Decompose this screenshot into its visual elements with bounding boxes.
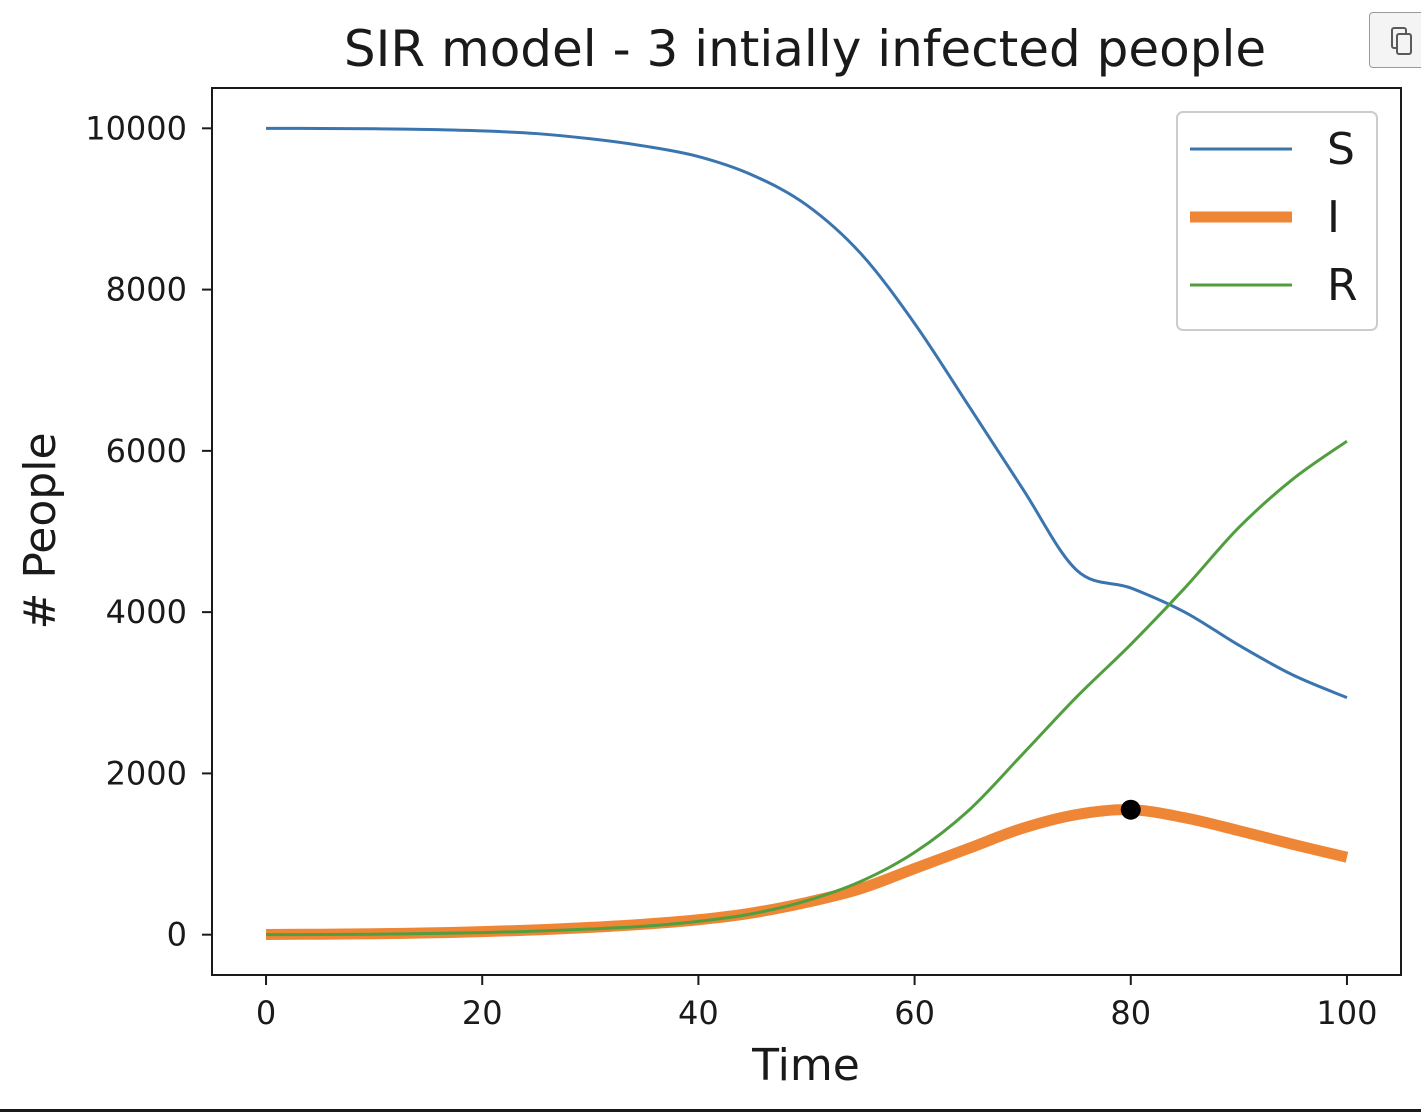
series-line-s [266, 126, 1348, 699]
y-axis: 0 2000 4000 6000 8000 10000 [85, 109, 212, 954]
y-axis-label: # People [15, 432, 66, 629]
copy-button[interactable] [1369, 12, 1421, 68]
x-tick-label: 60 [894, 994, 935, 1032]
y-tick-label: 10000 [85, 109, 187, 147]
legend-label-r: R [1327, 260, 1358, 311]
x-tick-label: 100 [1316, 994, 1377, 1032]
x-tick-label: 0 [256, 994, 276, 1032]
y-tick-label: 8000 [106, 271, 187, 309]
marker-layer [1120, 799, 1141, 820]
x-tick-label: 80 [1110, 994, 1151, 1032]
x-axis: 0 20 40 60 80 100 [256, 975, 1377, 1032]
copy-icon [1391, 27, 1412, 55]
peak-marker [1120, 799, 1141, 820]
series-layer [266, 126, 1349, 940]
legend-label-i: I [1327, 192, 1340, 243]
y-tick-label: 4000 [106, 593, 187, 631]
y-tick-label: 6000 [106, 432, 187, 470]
legend-entries: SIR [1190, 124, 1358, 311]
y-tick-label: 2000 [106, 754, 187, 792]
y-tick-label: 0 [167, 916, 187, 954]
chart-title: SIR model - 3 intially infected people [344, 20, 1266, 78]
x-tick-label: 20 [462, 994, 503, 1032]
legend: SIR [1176, 111, 1378, 331]
series-line-r [266, 439, 1348, 937]
plot-frame [211, 87, 1402, 976]
bottom-border [0, 1109, 1421, 1112]
legend-label-s: S [1327, 124, 1355, 175]
x-tick-label: 40 [678, 994, 719, 1032]
x-axis-label: Time [751, 1040, 860, 1091]
